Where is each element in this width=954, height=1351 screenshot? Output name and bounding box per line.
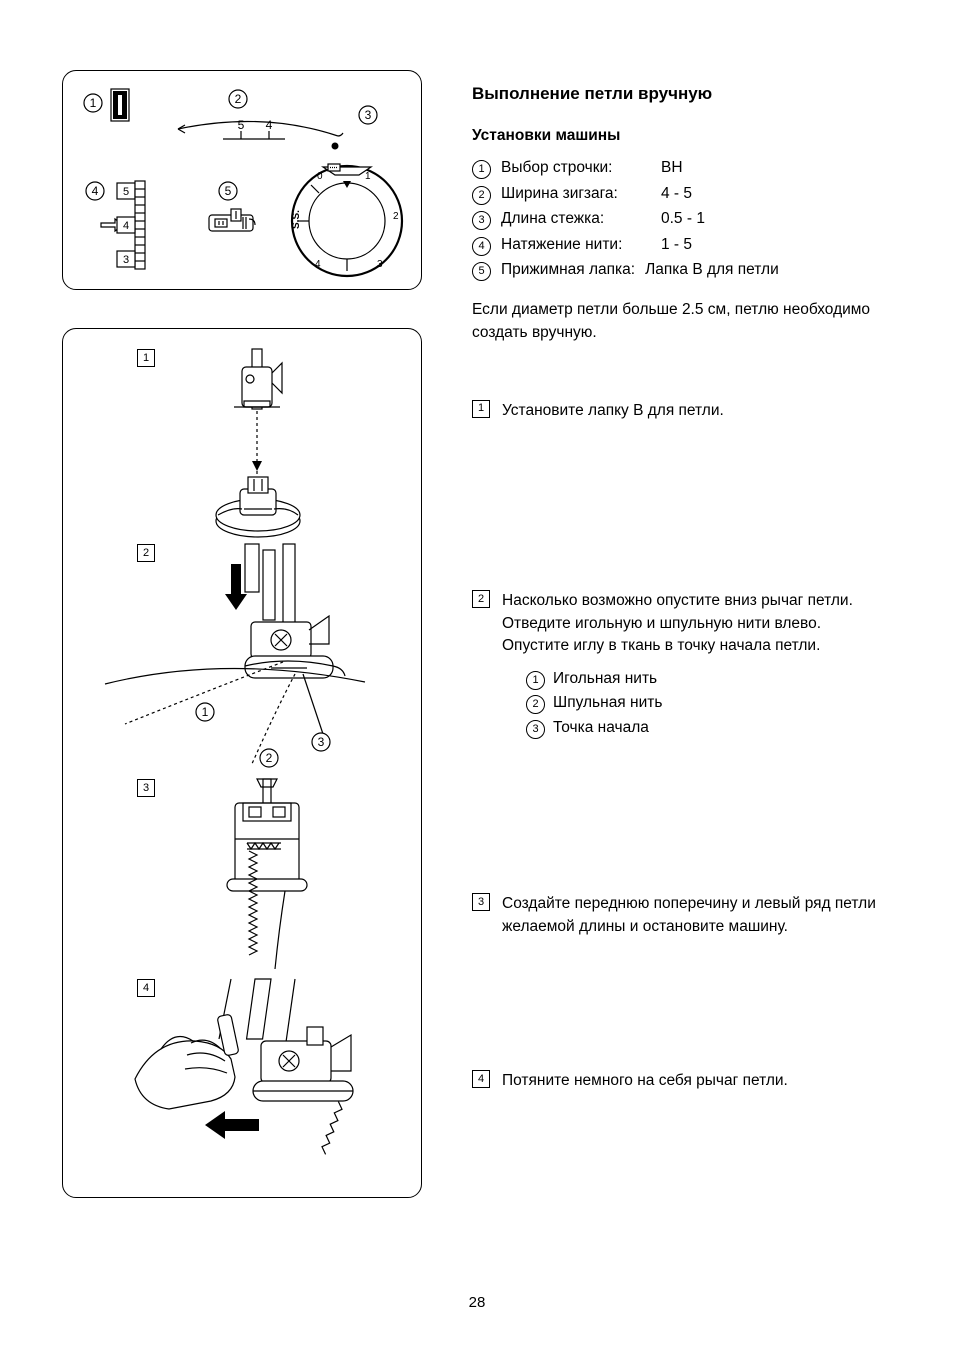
callout-2: 2 — [235, 92, 242, 106]
step-4-text: Потяните немного на себя рычаг петли. — [502, 1070, 892, 1092]
settings-label: Натяжение нити: — [501, 234, 651, 256]
settings-label: Выбор строчки: — [501, 157, 651, 179]
settings-row: 1 Выбор строчки: BH — [472, 157, 892, 179]
callout-5-group: 5 — [209, 182, 255, 231]
callout-2-group: 2 5 4 — [178, 90, 343, 150]
stitch-length-dial: 0 1 2 3 4 S.S. — [291, 164, 402, 276]
svg-text:5: 5 — [238, 118, 245, 132]
page-number: 28 — [0, 1294, 954, 1311]
step-1-num: 1 — [472, 400, 490, 418]
svg-text:4: 4 — [315, 259, 321, 270]
settings-list: 1 Выбор строчки: BH 2 Ширина зигзага: 4 … — [472, 157, 892, 281]
settings-num-icon: 1 — [472, 160, 491, 179]
step-4-text-block: 4 Потяните немного на себя рычаг петли. — [472, 1070, 892, 1092]
settings-value: 0.5 - 1 — [661, 208, 705, 230]
svg-text:1: 1 — [365, 171, 371, 182]
step-2-num: 2 — [472, 590, 490, 608]
settings-label: Длина стежка: — [501, 208, 651, 230]
settings-row: 4 Натяжение нити: 1 - 5 — [472, 234, 892, 256]
svg-text:2: 2 — [393, 211, 399, 222]
sub-text: Игольная нить — [553, 668, 657, 690]
svg-text:1: 1 — [202, 705, 209, 719]
svg-text:4: 4 — [123, 220, 129, 232]
svg-text:2: 2 — [266, 751, 273, 765]
step-3-num: 3 — [472, 893, 490, 911]
sub-num-icon: 3 — [526, 720, 545, 739]
callout-3-group: 3 — [359, 106, 377, 124]
sub-num-icon: 1 — [526, 671, 545, 690]
step-2-illustration: 1 2 3 — [75, 544, 411, 779]
settings-heading: Установки машины — [472, 125, 892, 147]
settings-label: Прижимная лапка: — [501, 259, 635, 281]
settings-num-icon: 5 — [472, 262, 491, 281]
settings-row: 2 Ширина зигзага: 4 - 5 — [472, 183, 892, 205]
step-2-label: 2 — [137, 544, 155, 562]
step-1-text-block: 1 Установите лапку B для петли. — [472, 400, 892, 422]
settings-value: 4 - 5 — [661, 183, 692, 205]
step-1-text: Установите лапку B для петли. — [502, 400, 892, 422]
settings-row: 5 Прижимная лапка: Лапка B для петли — [472, 259, 892, 281]
callout-4: 4 — [92, 184, 99, 198]
step-3-text: Создайте переднюю поперечину и левый ряд… — [502, 893, 892, 938]
step-1-label: 1 — [137, 349, 155, 367]
settings-row: 3 Длина стежка: 0.5 - 1 — [472, 208, 892, 230]
sub-text: Точка начала — [553, 717, 649, 739]
step-2-sublist: 1 Игольная нить 2 Шпульная нить 3 Точка … — [502, 668, 892, 739]
callout-1-group: 1 — [84, 89, 129, 121]
steps-diagram-panel: 1 — [62, 328, 422, 1198]
svg-text:3: 3 — [318, 735, 325, 749]
page-title: Выполнение петли вручную — [472, 82, 892, 107]
step-4-illustration — [75, 979, 411, 1179]
note-text: Если диаметр петли больше 2.5 см, петлю … — [472, 299, 892, 344]
settings-num-icon: 3 — [472, 211, 491, 230]
callout-1: 1 — [90, 96, 97, 110]
machine-settings-diagram: 1 2 — [62, 70, 422, 290]
step-3-illustration — [75, 779, 411, 979]
settings-num-icon: 2 — [472, 186, 491, 205]
settings-value: BH — [661, 157, 683, 179]
step-4-num: 4 — [472, 1070, 490, 1088]
svg-text:S.S.: S.S. — [291, 210, 302, 229]
callout-4-group: 4 5 — [86, 181, 145, 269]
svg-text:5: 5 — [123, 186, 129, 198]
settings-label: Ширина зигзага: — [501, 183, 651, 205]
svg-text:3: 3 — [123, 254, 129, 266]
step-3-text-block: 3 Создайте переднюю поперечину и левый р… — [472, 893, 892, 938]
step-4-label: 4 — [137, 979, 155, 997]
svg-text:3: 3 — [377, 259, 383, 270]
callout-3: 3 — [365, 108, 372, 122]
settings-value: Лапка B для петли — [645, 259, 779, 281]
svg-text:0: 0 — [317, 171, 323, 182]
sub-num-icon: 2 — [526, 695, 545, 714]
settings-num-icon: 4 — [472, 237, 491, 256]
step-2-text-block: 2 Насколько возможно опустите вниз рычаг… — [472, 590, 892, 741]
svg-text:4: 4 — [266, 118, 273, 132]
step-1-illustration — [75, 349, 411, 544]
step-3-label: 3 — [137, 779, 155, 797]
callout-5: 5 — [225, 184, 232, 198]
sub-text: Шпульная нить — [553, 692, 662, 714]
step-2-text: Насколько возможно опустите вниз рычаг п… — [502, 590, 892, 657]
settings-value: 1 - 5 — [661, 234, 692, 256]
